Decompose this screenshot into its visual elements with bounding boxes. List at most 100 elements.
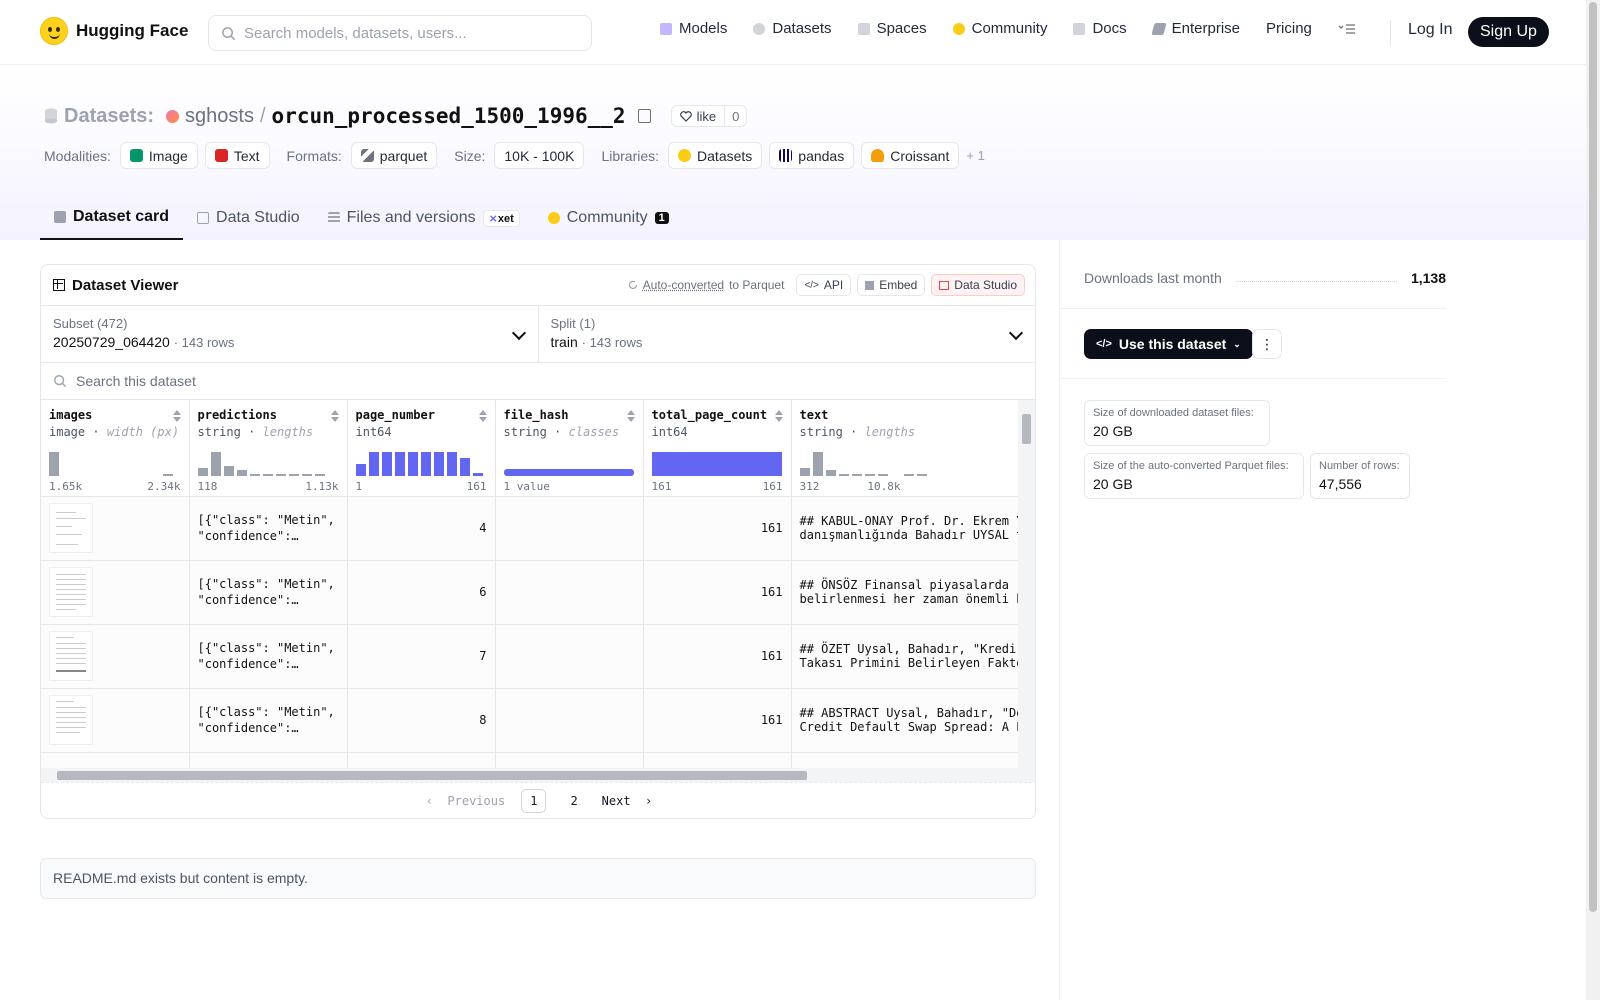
dataset-search[interactable] bbox=[41, 363, 1035, 400]
split-dropdown[interactable]: Split (1) train · 143 rows bbox=[537, 306, 1036, 362]
cell-page-number[interactable]: 6 bbox=[347, 560, 496, 625]
sort-icon[interactable] bbox=[172, 410, 181, 422]
login-link[interactable]: Log In bbox=[1408, 21, 1453, 38]
page-thumbnail[interactable] bbox=[49, 631, 93, 681]
nav-models[interactable]: Models bbox=[660, 20, 727, 37]
tag-datasets-lib[interactable]: Datasets bbox=[668, 142, 763, 169]
next-page-button[interactable]: Next › bbox=[601, 794, 653, 808]
nav-spaces[interactable]: Spaces bbox=[857, 20, 927, 37]
cell-predictions[interactable]: [{"class": "Metin", "confidence":… bbox=[189, 624, 348, 689]
table-vertical-scrollbar[interactable] bbox=[1018, 400, 1035, 768]
nav-datasets[interactable]: Datasets bbox=[753, 20, 832, 37]
table-row[interactable]: [{"class": "Metin", "confidence":… 7 161… bbox=[41, 624, 1020, 689]
column-header-page-number[interactable]: page_number int64 1 161 bbox=[347, 400, 496, 497]
page-thumbnail[interactable] bbox=[49, 567, 93, 617]
nav-pricing[interactable]: Pricing bbox=[1266, 20, 1312, 37]
cell-page-number[interactable] bbox=[347, 752, 496, 768]
cell-predictions[interactable]: [{"class": "Metin", "confidence":… bbox=[189, 688, 348, 753]
cell-predictions[interactable] bbox=[189, 752, 348, 768]
cell-text[interactable]: ## ÖZET Uysal, Bahadır, "Kredi T Takası P… bbox=[791, 624, 1020, 689]
nav-more-menu[interactable] bbox=[1338, 23, 1356, 35]
cell-predictions[interactable]: [{"class": "Metin", "confidence":… bbox=[189, 496, 348, 561]
cell-total-page-count[interactable]: 161 bbox=[643, 688, 792, 753]
cell-page-number[interactable]: 8 bbox=[347, 688, 496, 753]
nav-community[interactable]: Community bbox=[952, 20, 1047, 37]
global-search-input[interactable] bbox=[244, 24, 584, 42]
cell-total-page-count[interactable]: 161 bbox=[643, 624, 792, 689]
tab-dataset-card[interactable]: Dataset card bbox=[40, 196, 184, 240]
cell-file-hash[interactable] bbox=[495, 496, 644, 561]
tag-pandas[interactable]: pandas bbox=[769, 142, 855, 169]
page-thumbnail[interactable] bbox=[49, 503, 93, 553]
cell-page-number[interactable]: 7 bbox=[347, 624, 496, 689]
tag-size[interactable]: 10K - 100K bbox=[494, 142, 585, 169]
api-button[interactable]: </> API bbox=[796, 274, 852, 296]
sort-icon[interactable] bbox=[774, 410, 783, 422]
tag-parquet[interactable]: parquet bbox=[350, 142, 438, 169]
page-1-button[interactable]: 1 bbox=[521, 789, 547, 813]
sort-icon[interactable] bbox=[330, 410, 339, 422]
sort-icon[interactable] bbox=[478, 410, 487, 422]
table-row[interactable]: [{"class": "Metin", "confidence":… 4 161… bbox=[41, 496, 1020, 561]
cell-image[interactable] bbox=[41, 624, 190, 689]
cell-total-page-count[interactable]: 161 bbox=[643, 496, 792, 561]
scrollbar-thumb[interactable] bbox=[57, 771, 807, 780]
column-header-file-hash[interactable]: file_hash string · classes 1 value bbox=[495, 400, 644, 497]
cell-text[interactable]: ## ÖNSÖZ Finansal piyasalarda ri belirlen… bbox=[791, 560, 1020, 625]
dataset-search-input[interactable] bbox=[76, 373, 676, 389]
signup-button[interactable]: Sign Up bbox=[1468, 17, 1549, 47]
table-row[interactable] bbox=[41, 752, 1020, 768]
tag-image[interactable]: Image bbox=[119, 142, 198, 169]
page-thumbnail[interactable] bbox=[49, 695, 93, 745]
page-2-button[interactable]: 2 bbox=[570, 794, 578, 808]
tab-community[interactable]: Community 1 bbox=[534, 196, 683, 240]
sort-icon[interactable] bbox=[626, 410, 635, 422]
more-libraries[interactable]: + 1 bbox=[966, 148, 985, 163]
scrollbar-thumb[interactable] bbox=[1589, 2, 1597, 912]
nav-enterprise[interactable]: Enterprise bbox=[1151, 20, 1240, 37]
brand-logo[interactable]: Hugging Face bbox=[40, 17, 188, 45]
table-horizontal-scrollbar[interactable] bbox=[41, 768, 1035, 782]
cell-image[interactable] bbox=[41, 496, 190, 561]
cell-total-page-count[interactable] bbox=[643, 752, 792, 768]
global-search[interactable] bbox=[208, 15, 592, 51]
tab-data-studio[interactable]: Data Studio bbox=[183, 196, 314, 240]
previous-page-button[interactable]: ‹ Previous bbox=[425, 794, 506, 808]
data-studio-button[interactable]: Data Studio bbox=[931, 274, 1025, 296]
like-button[interactable]: like 0 bbox=[670, 105, 748, 127]
dataset-name[interactable]: orcun_processed_1500_1996__2 bbox=[271, 104, 626, 128]
cell-predictions[interactable]: [{"class": "Metin", "confidence":… bbox=[189, 560, 348, 625]
use-this-dataset-button[interactable]: </> Use this dataset ⌄ bbox=[1084, 329, 1253, 359]
copy-icon[interactable] bbox=[637, 109, 651, 123]
column-header-text[interactable]: text string · lengths 312 10.8k bbox=[791, 400, 1020, 497]
tab-files-versions[interactable]: Files and versions ⨯xet bbox=[314, 196, 534, 240]
table-row[interactable]: [{"class": "Metin", "confidence":… 8 161… bbox=[41, 688, 1020, 753]
auto-converted-link[interactable]: Auto-converted bbox=[642, 278, 725, 292]
tag-croissant[interactable]: Croissant bbox=[861, 142, 960, 169]
cell-image[interactable] bbox=[41, 752, 190, 768]
page-scrollbar[interactable] bbox=[1586, 0, 1600, 1000]
column-name: predictions bbox=[197, 408, 277, 422]
cell-page-number[interactable]: 4 bbox=[347, 496, 496, 561]
cell-file-hash[interactable] bbox=[495, 688, 644, 753]
column-header-images[interactable]: images image · width (px) 1.65k 2.34k bbox=[41, 400, 190, 497]
subset-dropdown[interactable]: Subset (472) 20250729_064420 · 143 rows bbox=[41, 306, 538, 362]
column-header-total-page-count[interactable]: total_page_count int64 161 161 bbox=[643, 400, 792, 497]
nav-docs[interactable]: Docs bbox=[1073, 20, 1127, 37]
cell-text[interactable]: ## KABUL-ONAY Prof. Dr. Ekrem YI danışman… bbox=[791, 496, 1020, 561]
cell-text[interactable]: ## ABSTRACT Uysal, Bahadır, "Det Credit D… bbox=[791, 688, 1020, 753]
table-row[interactable]: [{"class": "Metin", "confidence":… 6 161… bbox=[41, 560, 1020, 625]
embed-button[interactable]: Embed bbox=[857, 274, 926, 296]
cell-total-page-count[interactable]: 161 bbox=[643, 560, 792, 625]
cell-text[interactable] bbox=[791, 752, 1020, 768]
breadcrumb-owner[interactable]: sghosts bbox=[185, 104, 254, 127]
column-header-predictions[interactable]: predictions string · lengths 118 1.13k bbox=[189, 400, 348, 497]
cell-image[interactable] bbox=[41, 688, 190, 753]
more-options-button[interactable]: ⋮ bbox=[1252, 329, 1282, 359]
cell-file-hash[interactable] bbox=[495, 560, 644, 625]
cell-file-hash[interactable] bbox=[495, 624, 644, 689]
cell-file-hash[interactable] bbox=[495, 752, 644, 768]
scrollbar-thumb[interactable] bbox=[1022, 414, 1031, 444]
cell-image[interactable] bbox=[41, 560, 190, 625]
tag-text[interactable]: Text bbox=[204, 142, 270, 169]
